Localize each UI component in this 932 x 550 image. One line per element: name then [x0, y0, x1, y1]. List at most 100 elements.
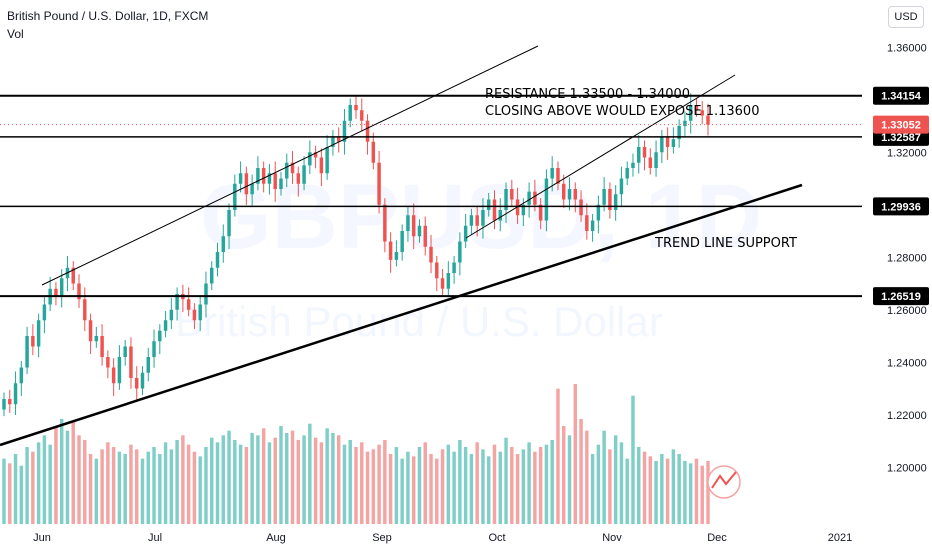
volume-bar [608, 449, 612, 524]
volume-bar [123, 454, 127, 524]
candle-body [152, 341, 156, 357]
candle-body [683, 120, 687, 126]
time-axis[interactable]: Jun Jul Aug Sep Oct Nov Dec 2021 [33, 532, 852, 544]
volume-bar [423, 442, 427, 524]
volume-bar [210, 437, 214, 524]
candle-body [469, 215, 474, 226]
volume-bar [544, 444, 549, 524]
volume-bar [261, 428, 266, 524]
volume-bar [129, 444, 133, 524]
x-tick-label: Nov [602, 532, 622, 544]
volume-bar [527, 442, 531, 524]
candle-body [463, 225, 468, 242]
candle-body [106, 357, 110, 368]
volume-bar [463, 447, 468, 524]
candle-body [267, 173, 272, 184]
candle-body [285, 162, 289, 179]
level-badge [873, 86, 929, 105]
volume-bar [100, 449, 104, 524]
candle-body [290, 162, 295, 174]
volume-bar [36, 442, 41, 524]
candle-body [585, 215, 589, 231]
candle-body [550, 168, 554, 179]
x-tick-label: Dec [707, 532, 727, 544]
candle-body [169, 309, 174, 321]
candle-body [88, 320, 93, 342]
candle-body [198, 304, 202, 321]
volume-bar [152, 447, 156, 524]
volume-bar [221, 435, 226, 524]
candle-body [688, 105, 693, 121]
currency-button[interactable]: USD [888, 6, 924, 28]
volume-bar [567, 435, 572, 524]
volume-bar [65, 430, 70, 524]
candle-body [123, 346, 127, 357]
volume-bar [613, 435, 618, 524]
watermark-name: British Pound / U.S. Dollar [175, 298, 663, 345]
volume-bar [631, 395, 635, 524]
volume-bar [48, 444, 52, 524]
volume-bar [394, 447, 399, 524]
volume-bar [579, 419, 583, 524]
candle-body [700, 110, 704, 116]
volume-bar [198, 456, 202, 524]
volume-bar [440, 449, 445, 524]
y-tick-label: 1.28000 [887, 252, 927, 264]
candle-body [562, 183, 566, 200]
candle-body [694, 105, 699, 111]
candle-body [527, 191, 531, 205]
volume-bar [169, 449, 174, 524]
candle-body [567, 189, 572, 200]
volume-bar [625, 458, 629, 524]
volume-bar [515, 454, 520, 524]
candle-body [579, 199, 583, 216]
candle-body [417, 225, 422, 237]
candle-body [186, 299, 191, 310]
volume-bar [146, 451, 150, 524]
y-tick-label: 1.32000 [887, 147, 927, 159]
candle-body [163, 320, 168, 331]
volume-bar [336, 435, 341, 524]
candle-body [521, 204, 526, 216]
volume-bar [642, 451, 647, 524]
volume-bar [700, 465, 704, 524]
volume-bar [538, 447, 543, 524]
y-tick-label: 1.26000 [887, 305, 927, 317]
symbol-title[interactable]: British Pound / U.S. Dollar, 1D, FXCM [7, 9, 209, 23]
candle-body [279, 178, 283, 189]
candle-body [83, 299, 87, 321]
candle-body [54, 288, 58, 297]
candle-body [504, 189, 508, 210]
volume-bar [175, 440, 179, 524]
candle-body [625, 168, 629, 179]
candle-body [348, 105, 352, 121]
candle-body [533, 191, 537, 205]
price-axis[interactable]: 1.360001.340001.320001.300001.280001.260… [862, 0, 932, 550]
level-badge [873, 197, 929, 216]
volume-bar [285, 433, 289, 524]
tradingview-logo [707, 465, 741, 499]
candle-body [365, 120, 370, 142]
volume-bar [244, 447, 249, 524]
candle-body [111, 367, 116, 384]
annotation-trendline-support: TREND LINE SUPPORT [654, 236, 797, 251]
candle-body [319, 157, 324, 174]
candle-body [619, 178, 624, 195]
volume-indicator-label[interactable]: Vol [7, 27, 24, 41]
symbol-watermark: GBPUSD, 1D British Pound / U.S. Dollar [175, 166, 762, 345]
candle-body [654, 152, 658, 168]
candle-body [677, 126, 681, 140]
candle-body [515, 199, 520, 216]
candle-body [665, 136, 670, 147]
x-tick-label: Oct [488, 532, 505, 544]
candle-body [175, 294, 179, 310]
volume-bar [562, 426, 566, 524]
volume-bar [665, 458, 670, 524]
candle-body [648, 157, 653, 168]
volume-bar [238, 444, 243, 524]
volume-bar [590, 454, 595, 524]
candle-body [590, 220, 595, 231]
volume-bar [134, 449, 139, 524]
volume-bar [77, 435, 81, 524]
